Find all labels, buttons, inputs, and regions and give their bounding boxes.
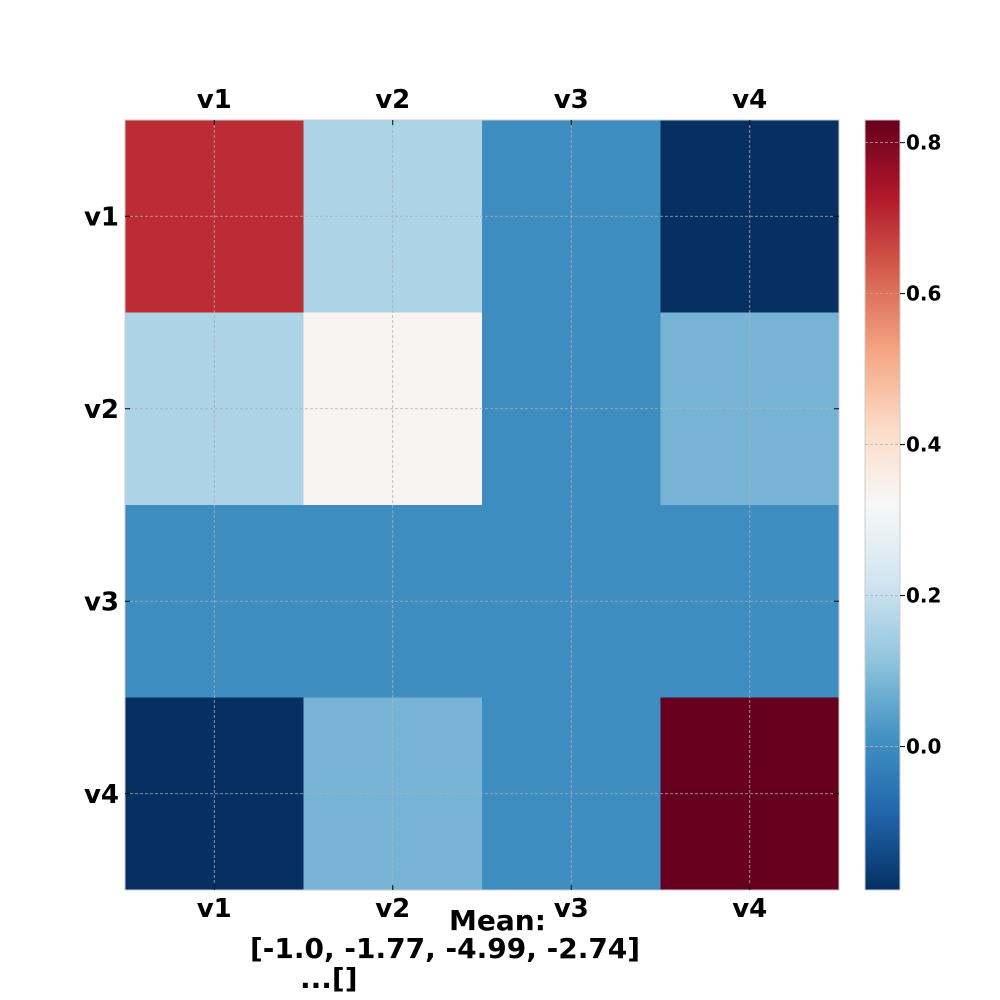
x-tick-label-top: v3 xyxy=(554,85,589,115)
x-tick-label-top: v4 xyxy=(732,85,767,115)
x-tick-label-bottom: v1 xyxy=(197,894,232,924)
y-tick-label: v4 xyxy=(84,780,119,810)
x-tick-label-top: v1 xyxy=(197,85,232,115)
colorbar-tick-label: 0.4 xyxy=(906,433,941,457)
plot-frame xyxy=(124,119,840,891)
colorbar-tick-label: 0.2 xyxy=(906,584,941,608)
x-tick-label-bottom: v2 xyxy=(375,894,410,924)
colorbar-tick-label: 0.8 xyxy=(906,131,941,155)
heatmap-cell-r2-c1 xyxy=(125,312,304,506)
colorbar xyxy=(864,119,901,891)
caption-mean-label: Mean: xyxy=(449,904,546,937)
colorbar-tick-label: 0.0 xyxy=(906,735,941,759)
colorbar-tick-label: 0.6 xyxy=(906,282,941,306)
caption-mean-values: [-1.0, -1.77, -4.99, -2.74] xyxy=(250,932,641,965)
x-tick-label-top: v2 xyxy=(375,85,410,115)
caption-extra: ...[] xyxy=(300,962,358,995)
y-tick-label: v1 xyxy=(84,202,119,232)
y-tick-label: v2 xyxy=(84,395,119,425)
x-tick-label-bottom: v4 xyxy=(732,894,767,924)
y-tick-label: v3 xyxy=(84,587,119,617)
heatmap-cell-r4-c1 xyxy=(125,697,304,891)
x-tick-label-bottom: v3 xyxy=(554,894,589,924)
